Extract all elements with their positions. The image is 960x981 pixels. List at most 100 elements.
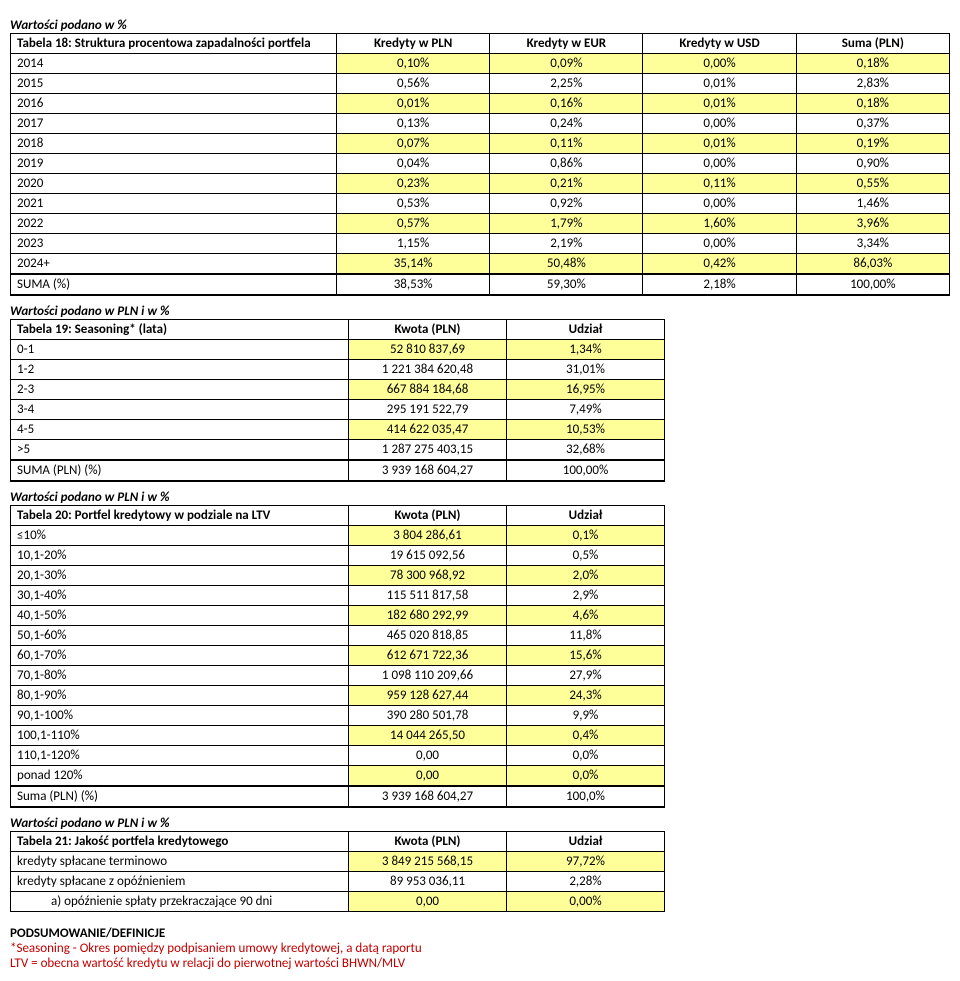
row-value: 390 280 501,78 xyxy=(349,706,507,726)
row-value: 0,21% xyxy=(490,174,643,194)
table-row: 30,1-40%115 511 817,582,9% xyxy=(11,586,665,606)
row-value: 0,00% xyxy=(643,114,796,134)
column-header: Kwota (PLN) xyxy=(349,506,507,526)
row-value: 667 884 184,68 xyxy=(349,380,507,400)
table-sum-row: SUMA (%)38,53%59,30%2,18%100,00% xyxy=(11,274,950,295)
row-label: 90,1-100% xyxy=(11,706,349,726)
sum-value: 2,18% xyxy=(643,274,796,295)
table-row: 20210,53%0,92%0,00%1,46% xyxy=(11,194,950,214)
row-label: kredyty spłacane z opóźnieniem xyxy=(11,872,349,892)
table-row: 20200,23%0,21%0,11%0,55% xyxy=(11,174,950,194)
row-value: 0,24% xyxy=(490,114,643,134)
definition-line-0: *Seasoning - Okres pomiędzy podpisaniem … xyxy=(10,941,950,956)
row-value: 0,92% xyxy=(490,194,643,214)
column-header: Udział xyxy=(507,506,665,526)
row-label: 2017 xyxy=(11,114,337,134)
table21: Tabela 21: Jakość portfela kredytowegoKw… xyxy=(10,831,665,912)
row-label: 2014 xyxy=(11,54,337,74)
table18-caption: Wartości podano w % xyxy=(10,18,950,33)
table-row: 2-3667 884 184,6816,95% xyxy=(11,380,665,400)
row-value: 0,55% xyxy=(796,174,949,194)
row-value: 0,11% xyxy=(490,134,643,154)
row-value: 3 849 215 568,15 xyxy=(349,852,507,872)
table-title-cell: Tabela 21: Jakość portfela kredytowego xyxy=(11,832,349,852)
row-value: 612 671 722,36 xyxy=(349,646,507,666)
column-header: Kwota (PLN) xyxy=(349,832,507,852)
row-value: 414 622 035,47 xyxy=(349,420,507,440)
row-value: 0,19% xyxy=(796,134,949,154)
table-row: 20180,07%0,11%0,01%0,19% xyxy=(11,134,950,154)
sum-value: 100,00% xyxy=(507,460,665,481)
row-label: 70,1-80% xyxy=(11,666,349,686)
row-label: 2015 xyxy=(11,74,337,94)
table-row: 20160,01%0,16%0,01%0,18% xyxy=(11,94,950,114)
row-value: 15,6% xyxy=(507,646,665,666)
table21-caption: Wartości podano w PLN i w % xyxy=(10,816,950,831)
row-value: 1,60% xyxy=(643,214,796,234)
table-row: 10,1-20%19 615 092,560,5% xyxy=(11,546,665,566)
row-label: 2024+ xyxy=(11,254,337,275)
row-value: 115 511 817,58 xyxy=(349,586,507,606)
row-value: 9,9% xyxy=(507,706,665,726)
column-header: Udział xyxy=(507,832,665,852)
row-label: 50,1-60% xyxy=(11,626,349,646)
row-label: 110,1-120% xyxy=(11,746,349,766)
table-title-cell: Tabela 18: Struktura procentowa zapadaln… xyxy=(11,34,337,54)
row-value: 0,00% xyxy=(507,892,665,912)
row-value: 0,01% xyxy=(643,74,796,94)
row-value: 182 680 292,99 xyxy=(349,606,507,626)
row-value: 11,8% xyxy=(507,626,665,646)
sum-value: 100,0% xyxy=(507,786,665,807)
row-label: >5 xyxy=(11,440,349,461)
row-label: 30,1-40% xyxy=(11,586,349,606)
row-value: 0,00 xyxy=(349,766,507,787)
row-value: 0,18% xyxy=(796,94,949,114)
table-row: 2024+35,14%50,48%0,42%86,03% xyxy=(11,254,950,275)
row-value: 50,48% xyxy=(490,254,643,275)
row-value: 31,01% xyxy=(507,360,665,380)
table-row: 80,1-90%959 128 627,4424,3% xyxy=(11,686,665,706)
row-value: 14 044 265,50 xyxy=(349,726,507,746)
table-row: 20170,13%0,24%0,00%0,37% xyxy=(11,114,950,134)
row-label: 2020 xyxy=(11,174,337,194)
table-title-cell: Tabela 19: Seasoning* (lata) xyxy=(11,320,349,340)
row-value: 0,00% xyxy=(643,154,796,174)
row-label: ≤10% xyxy=(11,526,349,546)
row-value: 0,0% xyxy=(507,766,665,787)
table-sum-row: Suma (PLN) (%)3 939 168 604,27100,0% xyxy=(11,786,665,807)
row-value: 1,46% xyxy=(796,194,949,214)
row-value: 959 128 627,44 xyxy=(349,686,507,706)
table20-caption: Wartości podano w PLN i w % xyxy=(10,490,950,505)
row-label: 40,1-50% xyxy=(11,606,349,626)
row-value: 1,15% xyxy=(337,234,490,254)
table-row: 60,1-70%612 671 722,3615,6% xyxy=(11,646,665,666)
row-value: 0,0% xyxy=(507,746,665,766)
row-value: 78 300 968,92 xyxy=(349,566,507,586)
sum-label: Suma (PLN) (%) xyxy=(11,786,349,807)
row-value: 1,79% xyxy=(490,214,643,234)
row-label: 60,1-70% xyxy=(11,646,349,666)
row-value: 295 191 522,79 xyxy=(349,400,507,420)
row-value: 0,00 xyxy=(349,892,507,912)
table-row: kredyty spłacane terminowo3 849 215 568,… xyxy=(11,852,665,872)
row-value: 0,90% xyxy=(796,154,949,174)
column-header: Kredyty w USD xyxy=(643,34,796,54)
sum-value: 3 939 168 604,27 xyxy=(349,460,507,481)
table-row: 20140,10%0,09%0,00%0,18% xyxy=(11,54,950,74)
table-row: 4-5414 622 035,4710,53% xyxy=(11,420,665,440)
table19-caption: Wartości podano w PLN i w % xyxy=(10,304,950,319)
row-value: 4,6% xyxy=(507,606,665,626)
row-value: 465 020 818,85 xyxy=(349,626,507,646)
row-label: 4-5 xyxy=(11,420,349,440)
row-value: 0,56% xyxy=(337,74,490,94)
row-label: 2016 xyxy=(11,94,337,114)
sum-value: 100,00% xyxy=(796,274,949,295)
row-value: 19 615 092,56 xyxy=(349,546,507,566)
table-row: 110,1-120%0,000,0% xyxy=(11,746,665,766)
table-row: 20220,57%1,79%1,60%3,96% xyxy=(11,214,950,234)
row-value: 0,04% xyxy=(337,154,490,174)
table-row: 100,1-110%14 044 265,500,4% xyxy=(11,726,665,746)
row-label: 2018 xyxy=(11,134,337,154)
row-value: 16,95% xyxy=(507,380,665,400)
row-value: 0,00% xyxy=(643,234,796,254)
